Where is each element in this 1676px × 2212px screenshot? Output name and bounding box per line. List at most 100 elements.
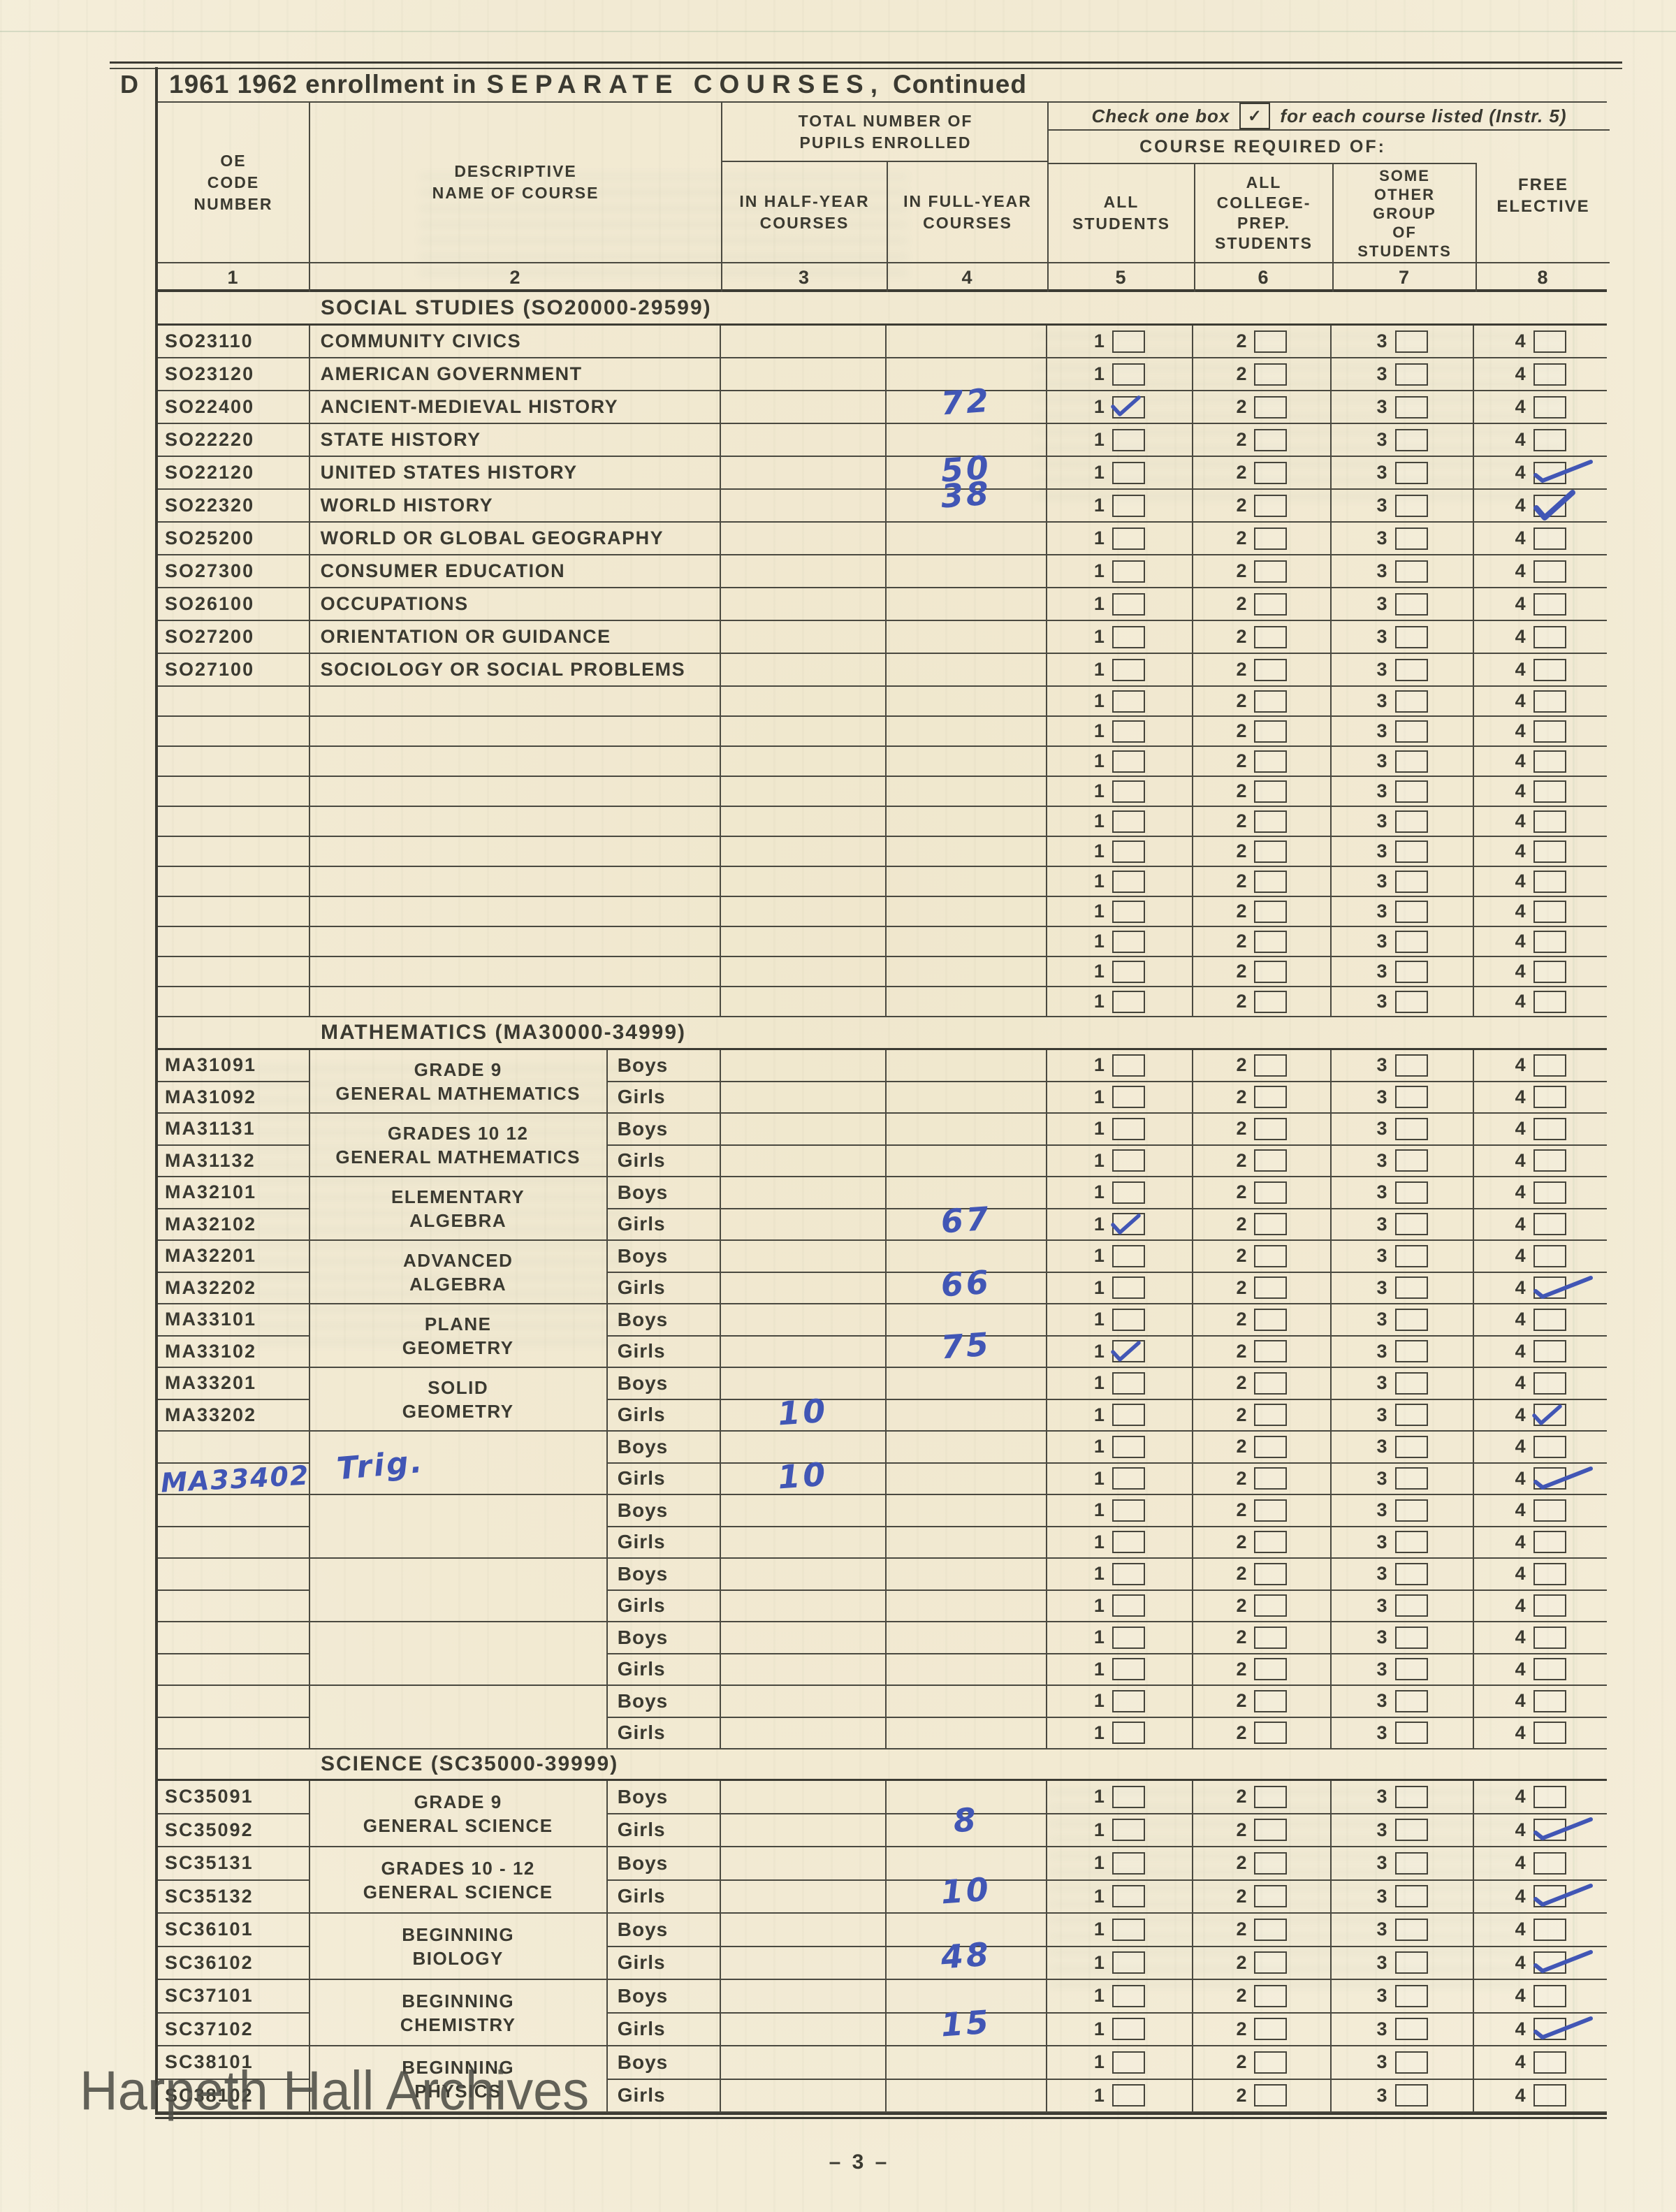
required-of-cell: 3 xyxy=(1331,1847,1473,1881)
checkbox-group: 1 xyxy=(1047,930,1193,953)
course-name-line: CHEMISTRY xyxy=(400,2014,516,2035)
checkbox-box xyxy=(1533,1626,1566,1649)
checkbox-number: 4 xyxy=(1515,901,1526,922)
checkbox-group: 3 xyxy=(1332,2051,1473,2074)
course-name-line: ELEMENTARY xyxy=(391,1186,525,1207)
oe-code: SO23120 xyxy=(165,363,255,384)
course-name-cell xyxy=(310,1622,608,1685)
course-name-line: ALGEBRA xyxy=(409,1209,507,1231)
half-year-cell xyxy=(721,2014,885,2046)
course-name-cell: ANCIENT-MEDIEVAL HISTORY xyxy=(310,391,722,423)
checkbox-group: 4 xyxy=(1474,1117,1607,1140)
sex-label-column: Boys Girls xyxy=(607,1559,722,1621)
checkbox-box xyxy=(1394,1244,1428,1267)
course-pair-row: MA32101 MA32102 ELEMENTARY ALGEBRA Boys Girls… xyxy=(158,1177,1607,1241)
checkbox-group: 2 xyxy=(1193,810,1330,833)
oe-code: SO22400 xyxy=(165,396,255,417)
required-of-cell: 3 xyxy=(1332,523,1475,554)
checkbox-group: 2 xyxy=(1193,560,1330,583)
checkbox-number: 3 xyxy=(1376,1690,1387,1712)
course-name-cell xyxy=(310,1495,608,1557)
checkbox-group: 4 xyxy=(1474,1340,1607,1363)
required-of-cell: 3 xyxy=(1331,1432,1473,1464)
checkbox-number: 3 xyxy=(1376,1658,1387,1680)
required-of-cell: 3 xyxy=(1332,747,1475,776)
half-year-column xyxy=(721,1686,887,1748)
checkbox-group: 2 xyxy=(1193,780,1330,803)
checkbox-group: 1 xyxy=(1047,2084,1193,2107)
bleed-line-horizontal xyxy=(0,31,1676,32)
checkbox-number: 1 xyxy=(1093,841,1105,861)
table-row: SO22220 STATE HISTORY 1 2 3 4 xyxy=(158,424,1607,457)
checkbox-number: 2 xyxy=(1236,1467,1247,1489)
checkbox-group: 3 xyxy=(1332,1984,1473,2007)
checkbox-group: 1 xyxy=(1047,494,1193,517)
full-year-cell: 67 xyxy=(887,1200,1046,1241)
header-line xyxy=(158,262,1610,263)
checkbox-number: 2 xyxy=(1236,1309,1247,1330)
checkbox-number: 3 xyxy=(1376,1149,1387,1171)
sex-label-cell: Girls xyxy=(608,1209,720,1240)
required-of-cell: 4 xyxy=(1474,717,1607,745)
course-name-cell xyxy=(310,897,722,926)
checkbox-number: 1 xyxy=(1093,2051,1105,2073)
half-year-cell xyxy=(721,1495,885,1527)
checkbox-box xyxy=(1533,1819,1566,1842)
course-name-line: ADVANCED xyxy=(402,1249,513,1271)
checkbox-box xyxy=(1394,900,1428,923)
checkbox-group: 2 xyxy=(1193,428,1330,451)
required-of-cell: 3 xyxy=(1332,777,1475,806)
checkbox-number: 4 xyxy=(1515,720,1526,741)
checkbox-number: 3 xyxy=(1376,1627,1387,1648)
course-name-cell: ELEMENTARY ALGEBRA xyxy=(310,1177,608,1239)
required-of-cell: 1 xyxy=(1047,747,1194,776)
checkbox-group: 2 xyxy=(1193,1276,1330,1300)
course-name-cell: ADVANCED ALGEBRA xyxy=(310,1241,608,1303)
sex-label-cell: Girls xyxy=(608,1654,720,1685)
checkbox-number: 4 xyxy=(1515,1885,1526,1907)
checkbox-box xyxy=(1533,1531,1566,1554)
required-of-cell: 2 xyxy=(1193,867,1332,896)
oe-code: MA32202 xyxy=(165,1276,257,1298)
checkbox-number: 3 xyxy=(1376,1276,1387,1298)
sex-label-column: Boys Girls xyxy=(607,1050,722,1112)
checkbox-number: 1 xyxy=(1093,396,1105,417)
half-year-cell xyxy=(721,391,887,423)
oe-code-cell: SO22220 xyxy=(158,424,310,456)
checkbox-box xyxy=(1112,690,1145,713)
sex-label-cell: Boys xyxy=(607,1495,720,1527)
checkbox-group: 3 xyxy=(1332,1531,1473,1554)
course-name-line: BEGINNING xyxy=(402,2056,515,2078)
required-of-cell: 1 xyxy=(1047,358,1194,390)
course-name-cell: BEGINNING PHYSICS xyxy=(310,2046,608,2111)
required-of-cell: 1 xyxy=(1047,717,1194,745)
checkbox-group: 4 xyxy=(1474,1785,1607,1808)
half-year-cell xyxy=(721,957,887,986)
course-name-cell: WORLD HISTORY xyxy=(310,490,722,521)
course-name-cell: AMERICAN GOVERNMENT xyxy=(310,358,722,390)
checkbox-group: 4 xyxy=(1474,870,1607,893)
checkbox-number: 4 xyxy=(1515,429,1526,450)
sex-label-column: Boys Girls xyxy=(607,1241,722,1303)
checkbox-number: 2 xyxy=(1236,1985,1247,2007)
required-of-cell: 1 xyxy=(1047,1781,1193,1814)
checkbox-box xyxy=(1254,1851,1288,1875)
checkbox-box xyxy=(1533,592,1566,616)
required-of-cell: 4 xyxy=(1474,424,1607,456)
checkbox-group: 2 xyxy=(1193,1054,1330,1077)
required-of-cell: 1 xyxy=(1047,1050,1193,1082)
required-of-cell: 1 xyxy=(1047,1654,1193,1685)
sex-label-cell: Boys xyxy=(607,1050,720,1082)
column-number: 4 xyxy=(888,263,1049,292)
checkbox-group: 3 xyxy=(1332,810,1473,833)
checkbox-number: 4 xyxy=(1515,1404,1526,1425)
header-half-year: IN HALF-YEAR COURSES xyxy=(722,162,888,262)
half-year-cell xyxy=(721,807,887,836)
